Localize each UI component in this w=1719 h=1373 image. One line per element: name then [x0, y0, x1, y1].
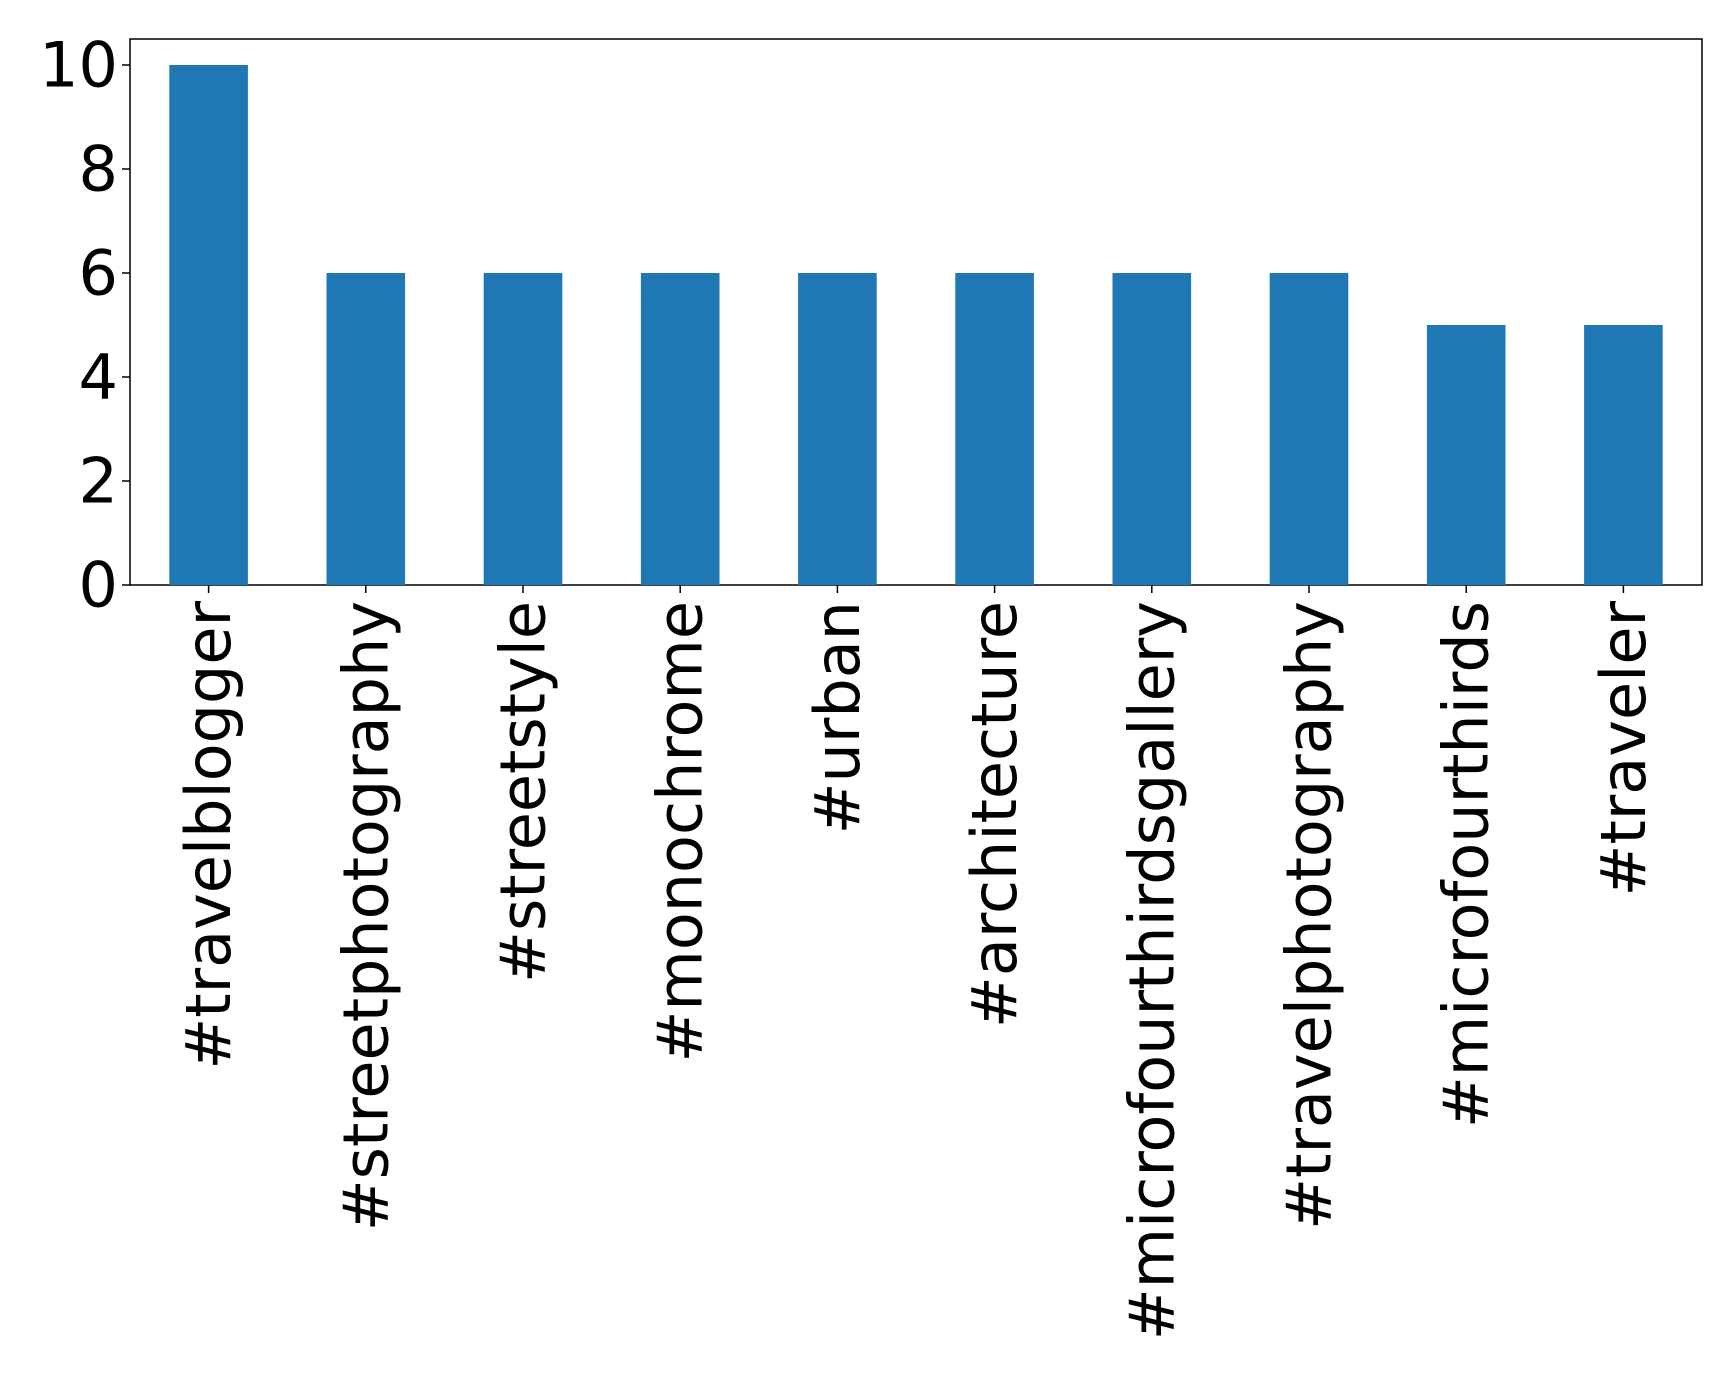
bars-group — [169, 65, 1663, 585]
x-tick-label-architecture: #architecture — [958, 601, 1031, 1028]
bar-microfourthirds — [1426, 325, 1506, 585]
y-tick-label: 2 — [79, 445, 118, 518]
bar-microfourthirdsgallery — [1112, 273, 1192, 585]
x-tick-label-traveler: #traveler — [1587, 601, 1660, 897]
x-tick-label-streetstyle: #streetstyle — [487, 601, 560, 983]
bar-travelblogger — [169, 65, 248, 585]
y-tick-label: 8 — [79, 133, 118, 206]
bar-urban — [798, 273, 877, 585]
bar-traveler — [1584, 325, 1663, 585]
x-tick-label-travelphotography: #travelphotography — [1273, 601, 1346, 1230]
x-tick-label-microfourthirdsgallery: #microfourthirdsgallery — [1115, 601, 1188, 1340]
y-tick-label: 0 — [79, 549, 118, 622]
bar-travelphotography — [1269, 273, 1349, 585]
y-tick-label: 6 — [79, 237, 118, 310]
x-tick-label-urban: #urban — [801, 601, 874, 834]
x-axis: #travelblogger #streetphotography #streets… — [172, 585, 1660, 1340]
x-tick-label-monochrome: #monochrome — [644, 601, 717, 1063]
bar-streetphotography — [326, 273, 406, 585]
bar-architecture — [955, 273, 1034, 585]
y-tick-label: 10 — [39, 29, 118, 102]
y-tick-label: 4 — [79, 341, 118, 414]
plot-frame — [129, 38, 1703, 586]
bar-monochrome — [640, 273, 720, 585]
bar-streetstyle — [483, 273, 563, 585]
x-tick-label-microfourthirds: #microfourthirds — [1430, 601, 1503, 1128]
x-tick-label-streetphotography: #streetphotography — [329, 601, 402, 1231]
plot-area — [129, 38, 1703, 586]
y-axis: 0 2 4 6 8 10 — [39, 29, 130, 622]
x-tick-label-travelblogger: #travelblogger — [172, 600, 245, 1069]
